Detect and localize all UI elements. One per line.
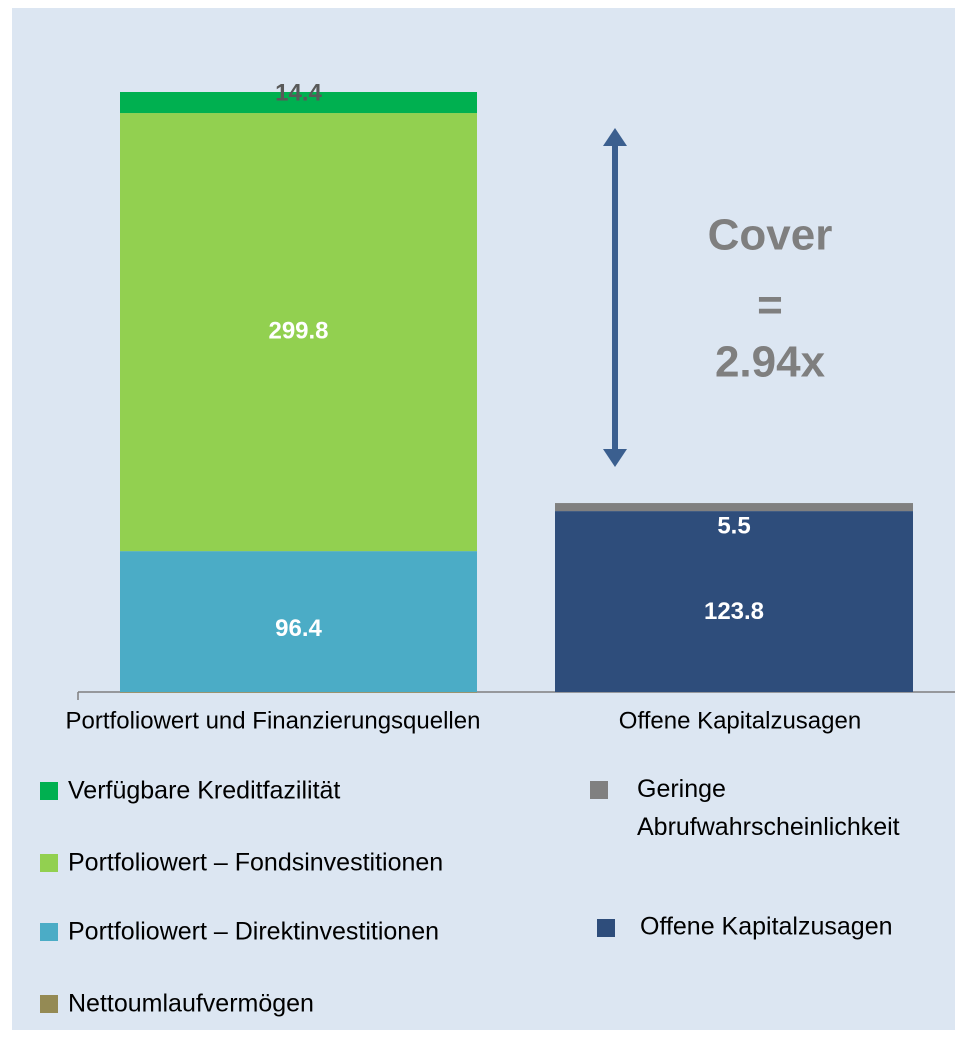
legend-label: Offene Kapitalzusagen — [640, 913, 893, 941]
legend-label: Nettoumlaufvermögen — [68, 990, 314, 1018]
data-label: 299.8 — [268, 317, 328, 344]
bar-segment — [555, 503, 913, 512]
legend-swatch — [40, 923, 58, 941]
legend-swatch — [597, 919, 615, 937]
legend-swatch — [40, 995, 58, 1013]
bar-segment — [120, 92, 477, 114]
annotation: 2.94x — [715, 338, 826, 387]
x-tick-label: Offene Kapitalzusagen — [619, 707, 861, 734]
legend-swatch — [40, 782, 58, 800]
cover-arrow — [603, 128, 627, 467]
data-label: 96.4 — [275, 615, 322, 642]
legend-label: Portfoliowert – Fondsinvestitionen — [68, 849, 443, 877]
data-label: 14.4 — [275, 79, 322, 106]
bar-segment — [555, 511, 913, 692]
bar-segment — [120, 692, 477, 693]
bar-segment — [120, 551, 477, 692]
legend-label: Geringe Abrufwahrscheinlichkeit — [637, 775, 900, 841]
legend-label: Verfügbare Kreditfazilität — [68, 777, 340, 805]
data-label: 123.8 — [704, 598, 764, 625]
x-tick-label: Portfoliowert und Finanzierungsquellen — [66, 707, 481, 734]
legend-swatch — [40, 854, 58, 872]
annotation: Cover — [708, 211, 833, 260]
legend-swatch — [590, 781, 608, 799]
annotation: = — [757, 281, 783, 330]
legend-label: Portfoliowert – Direktinvestitionen — [68, 918, 439, 946]
data-label: 5.5 — [717, 512, 750, 539]
bar-segment — [120, 113, 477, 552]
